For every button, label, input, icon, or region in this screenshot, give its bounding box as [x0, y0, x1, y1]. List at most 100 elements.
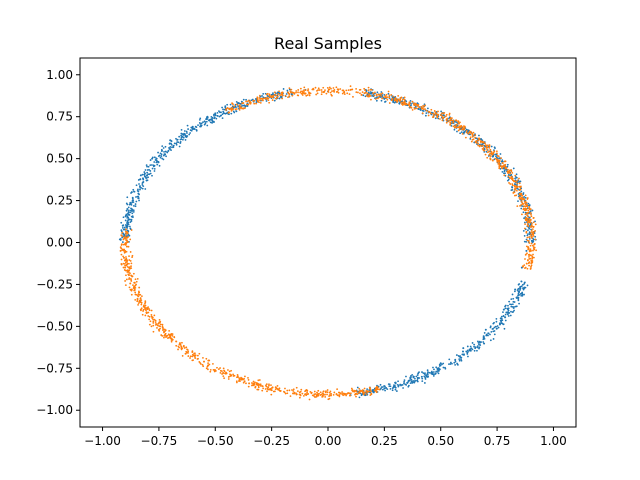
point: [534, 238, 537, 241]
point: [511, 293, 514, 296]
point: [261, 389, 264, 392]
point: [128, 262, 130, 265]
x-tick-label: −0.50: [197, 434, 234, 448]
point: [261, 95, 263, 97]
point: [166, 151, 169, 154]
point: [527, 202, 530, 205]
point: [193, 127, 195, 130]
point: [519, 286, 521, 289]
point: [305, 394, 308, 397]
point: [315, 394, 318, 397]
point: [211, 122, 213, 124]
point: [259, 94, 261, 97]
point: [216, 111, 219, 114]
point: [325, 390, 327, 393]
point: [284, 94, 287, 97]
point: [151, 317, 154, 319]
point: [445, 121, 448, 124]
point: [504, 307, 507, 310]
point: [496, 152, 498, 155]
point: [509, 172, 512, 175]
point: [515, 297, 518, 300]
point: [141, 313, 144, 316]
point: [420, 375, 423, 378]
point: [497, 326, 500, 329]
point: [526, 221, 529, 224]
point: [143, 171, 146, 173]
point: [146, 165, 148, 168]
point: [126, 271, 129, 273]
point: [221, 117, 224, 119]
point: [531, 228, 534, 230]
point: [469, 345, 472, 348]
point: [356, 386, 359, 389]
point: [411, 108, 414, 111]
point: [362, 391, 364, 394]
point: [243, 380, 246, 383]
point: [295, 90, 298, 92]
point: [228, 370, 231, 373]
point: [471, 342, 474, 344]
point: [343, 93, 346, 96]
point: [306, 389, 309, 392]
point: [516, 179, 519, 182]
point: [530, 237, 533, 239]
point: [397, 380, 399, 383]
point: [506, 163, 509, 166]
point: [124, 250, 127, 252]
y-tick-label: 0.00: [46, 236, 73, 250]
point: [250, 99, 253, 102]
point: [530, 260, 533, 263]
point: [306, 94, 309, 97]
point: [149, 320, 152, 323]
point: [366, 391, 369, 394]
point: [524, 194, 527, 197]
point: [492, 155, 495, 158]
point: [137, 303, 139, 306]
point: [145, 311, 148, 314]
point: [293, 392, 296, 395]
point: [495, 320, 498, 323]
point: [186, 124, 189, 127]
point: [169, 139, 172, 142]
point: [203, 123, 206, 126]
point: [484, 144, 487, 147]
point: [181, 133, 184, 135]
point: [441, 363, 443, 366]
point: [162, 328, 165, 331]
point: [128, 259, 131, 261]
point: [474, 346, 477, 349]
point: [253, 99, 256, 102]
point: [307, 91, 310, 94]
point: [288, 88, 291, 91]
point: [335, 91, 338, 93]
point: [521, 283, 524, 286]
point: [532, 217, 535, 219]
point: [495, 325, 497, 328]
point: [531, 255, 534, 258]
point: [526, 203, 528, 206]
point: [343, 393, 346, 396]
point: [175, 142, 178, 145]
point: [479, 144, 482, 147]
point: [486, 156, 489, 159]
point: [405, 375, 407, 378]
point: [355, 395, 357, 398]
point: [471, 133, 474, 136]
point: [222, 110, 225, 113]
point: [122, 255, 125, 258]
point: [157, 328, 160, 331]
point: [402, 97, 405, 99]
point: [478, 347, 480, 350]
point: [402, 103, 405, 105]
point: [136, 277, 139, 280]
point: [433, 373, 435, 376]
point: [489, 152, 492, 155]
point: [206, 118, 208, 121]
point: [479, 344, 482, 346]
point: [301, 392, 304, 395]
point: [158, 318, 161, 321]
point: [351, 389, 353, 392]
point: [318, 89, 321, 91]
point: [388, 96, 391, 99]
